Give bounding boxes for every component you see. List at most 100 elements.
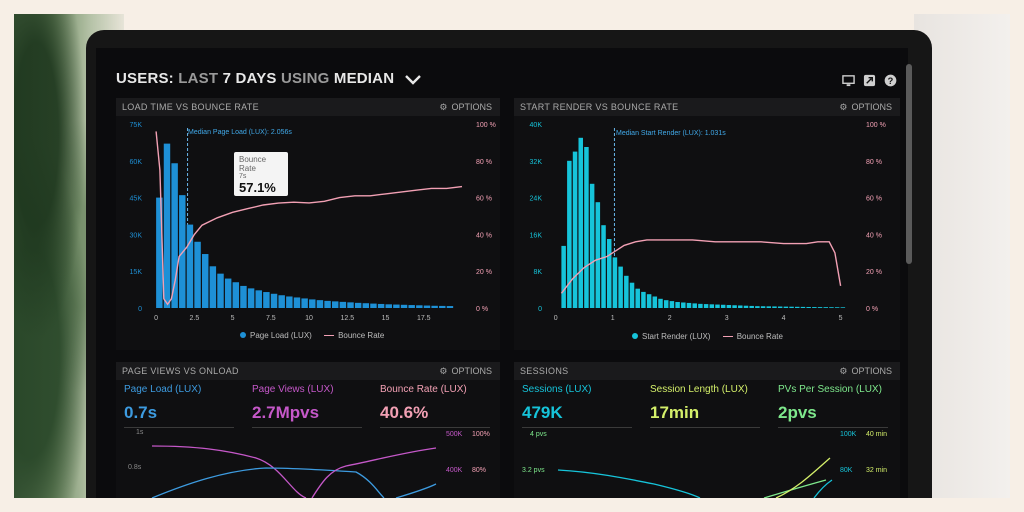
divider	[778, 427, 888, 428]
title-days: 7 DAYS	[222, 70, 277, 87]
stat-page-views[interactable]: Page Views (LUX) 2.7Mpvs	[252, 384, 362, 428]
y2-tick-label: 100 %	[866, 122, 886, 129]
stat-bounce-rate[interactable]: Bounce Rate (LUX) 40.6%	[380, 384, 490, 428]
y2-tick-label: 20 %	[476, 269, 492, 276]
series-line-bounce	[311, 447, 437, 498]
stat-value: 0.7s	[124, 403, 158, 422]
stat-page-load[interactable]: Page Load (LUX) 0.7s	[124, 384, 234, 428]
chart-start-render[interactable]: 0 1 2 3 4 5 0 8K 16K 24K 32K 40K 0 % 20 % 40 % 60 % 80 %…	[514, 98, 900, 350]
histogram-bar	[698, 303, 703, 308]
tooltip-label: Bounce Rate	[239, 155, 267, 173]
series-line-sessions	[557, 469, 701, 498]
x-tick-label: 4	[782, 315, 786, 322]
y-tick-label: 24K	[530, 196, 543, 203]
monitor-icon[interactable]	[842, 74, 855, 87]
stat-value: 17min	[650, 403, 700, 422]
panel-load-time: LOAD TIME VS BOUNCE RATE ⚙ OPTIONS 0 2.5 5 7…	[116, 98, 500, 350]
options-label: OPTIONS	[451, 102, 492, 112]
tick-label: 0.8s	[128, 464, 142, 471]
help-icon[interactable]: ?	[884, 74, 897, 87]
stat-value: 2.7Mpvs	[252, 403, 320, 422]
histogram-bar	[817, 307, 823, 308]
tooltip-sub: 7s	[239, 173, 247, 180]
y2-tick-label: 80 %	[476, 159, 492, 166]
legend-item-page-load[interactable]: Page Load (LUX)	[240, 331, 312, 340]
stat-sessions[interactable]: Sessions (LUX) 479K	[522, 384, 632, 428]
histogram-bar	[217, 273, 224, 308]
y-tick-label: 15K	[130, 269, 143, 276]
histogram-bar	[186, 224, 194, 308]
histogram-bar	[572, 151, 578, 308]
y2-tick-label: 40 %	[866, 232, 882, 239]
y-tick-label: 8K	[533, 269, 542, 276]
histogram-bar	[618, 266, 623, 308]
histogram-bar	[606, 239, 612, 308]
histogram-bar	[370, 303, 377, 308]
options-label: OPTIONS	[851, 102, 892, 112]
stat-value: 479K	[522, 403, 563, 422]
legend-item-bounce-rate[interactable]: Bounce Rate	[324, 331, 384, 340]
options-button[interactable]: ⚙ OPTIONS	[439, 102, 492, 113]
stat-session-length[interactable]: Session Length (LUX) 17min	[650, 384, 760, 428]
chart-load-time[interactable]: 0 2.5 5 7.5 10 12.5 15 17.5 0 15K 30K 45K 60K 75K 0 % 2…	[116, 98, 500, 350]
scrollbar[interactable]	[906, 64, 912, 264]
options-button[interactable]: ⚙ OPTIONS	[839, 102, 892, 113]
stat-pvs-per-session[interactable]: PVs Per Session (LUX) 2pvs	[778, 384, 888, 428]
histogram-bar	[286, 296, 293, 308]
y-tick-label: 40K	[530, 122, 543, 129]
stat-label: Session Length (LUX)	[650, 384, 748, 395]
histogram-bar	[829, 307, 834, 308]
tick-label: 100%	[472, 431, 490, 438]
legend-label: Start Render (LUX)	[642, 332, 711, 341]
histogram-bar	[293, 297, 301, 308]
options-button[interactable]: ⚙ OPTIONS	[839, 366, 892, 377]
histogram-bar	[743, 305, 749, 308]
tick-label: 80K	[840, 467, 853, 474]
title-prefix: USERS:	[116, 70, 174, 87]
histogram-bar	[202, 254, 209, 308]
legend-item-start-render[interactable]: Start Render (LUX)	[632, 332, 710, 341]
mini-chart-page-views[interactable]: 1s 0.8s 500K 400K 100% 80%	[116, 362, 500, 498]
gear-icon: ⚙	[839, 366, 848, 376]
dashboard-title[interactable]: USERS: LAST 7 DAYS USING MEDIAN	[116, 70, 421, 89]
gear-icon: ⚙	[439, 102, 448, 112]
share-icon[interactable]	[863, 74, 876, 87]
series-line-page-views	[151, 445, 307, 498]
mini-chart-sessions[interactable]: 4 pvs 3.2 pvs 100K 80K 40 min 32 min	[514, 362, 900, 498]
y-tick-label: 16K	[530, 232, 543, 239]
histogram-bar	[423, 305, 431, 308]
histogram-bar	[247, 288, 255, 308]
histogram-bar	[589, 183, 595, 308]
x-tick-label: 12.5	[340, 315, 354, 322]
y2-tick-label: 0 %	[866, 306, 878, 313]
y2-tick-label: 60 %	[476, 196, 492, 203]
tick-label: 4 pvs	[530, 431, 547, 438]
panel-title: START RENDER VS BOUNCE RATE	[520, 102, 679, 112]
histogram-bar	[439, 305, 446, 308]
panel-title: SESSIONS	[520, 366, 569, 376]
histogram-bar	[232, 282, 240, 308]
legend-item-bounce-rate[interactable]: Bounce Rate	[722, 332, 783, 341]
legend-label: Bounce Rate	[338, 331, 385, 340]
y2-tick-label: 80 %	[866, 159, 882, 166]
histogram-bar	[339, 301, 347, 308]
tick-label: 32 min	[866, 467, 887, 474]
title-last: LAST	[178, 70, 219, 87]
histogram-bar	[772, 306, 777, 308]
y2-tick-label: 0 %	[476, 306, 488, 313]
options-button[interactable]: ⚙ OPTIONS	[439, 366, 492, 377]
x-tick-label: 1	[611, 315, 615, 322]
histogram-bar	[652, 296, 658, 308]
histogram-bar	[783, 306, 789, 308]
chevron-down-icon[interactable]	[404, 72, 421, 89]
options-label: OPTIONS	[451, 366, 492, 376]
tick-label: 1s	[136, 429, 144, 436]
histogram-bar	[800, 306, 806, 308]
histogram-bar	[278, 295, 285, 308]
options-label: OPTIONS	[851, 366, 892, 376]
x-tick-label: 2.5	[189, 315, 199, 322]
histogram-bar	[624, 275, 629, 308]
y-tick-label: 45K	[130, 196, 143, 203]
tooltip: Bounce Rate 7s 57.1%	[234, 152, 288, 196]
stat-label: PVs Per Session (LUX)	[778, 384, 882, 395]
